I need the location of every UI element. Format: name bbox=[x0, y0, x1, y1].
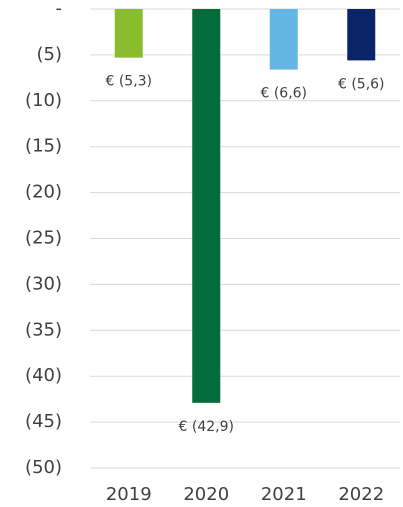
y-tick-label: - bbox=[56, 0, 63, 19]
y-tick-label: (45) bbox=[25, 411, 62, 432]
bar bbox=[114, 9, 143, 58]
bar bbox=[347, 9, 376, 61]
value-label: € (5,3) bbox=[105, 74, 152, 90]
bar bbox=[269, 9, 298, 70]
y-tick-label: (40) bbox=[25, 365, 62, 386]
y-tick-label: (30) bbox=[25, 273, 62, 294]
y-tick-label: (25) bbox=[25, 228, 62, 249]
y-tick-label: (20) bbox=[25, 182, 62, 203]
y-tick-label: (10) bbox=[25, 90, 62, 111]
x-tick-label: 2020 bbox=[183, 484, 229, 505]
value-label: € (5,6) bbox=[338, 76, 385, 92]
value-label: € (42,9) bbox=[179, 419, 234, 435]
y-tick-label: (15) bbox=[25, 136, 62, 157]
y-tick-label: (35) bbox=[25, 319, 62, 340]
x-tick-label: 2019 bbox=[106, 484, 152, 505]
y-tick-label: (50) bbox=[25, 457, 62, 478]
value-label: € (6,6) bbox=[260, 86, 307, 102]
bar bbox=[192, 9, 221, 403]
y-tick-label: (5) bbox=[37, 44, 63, 65]
x-tick-label: 2022 bbox=[338, 484, 384, 505]
x-tick-label: 2021 bbox=[261, 484, 307, 505]
